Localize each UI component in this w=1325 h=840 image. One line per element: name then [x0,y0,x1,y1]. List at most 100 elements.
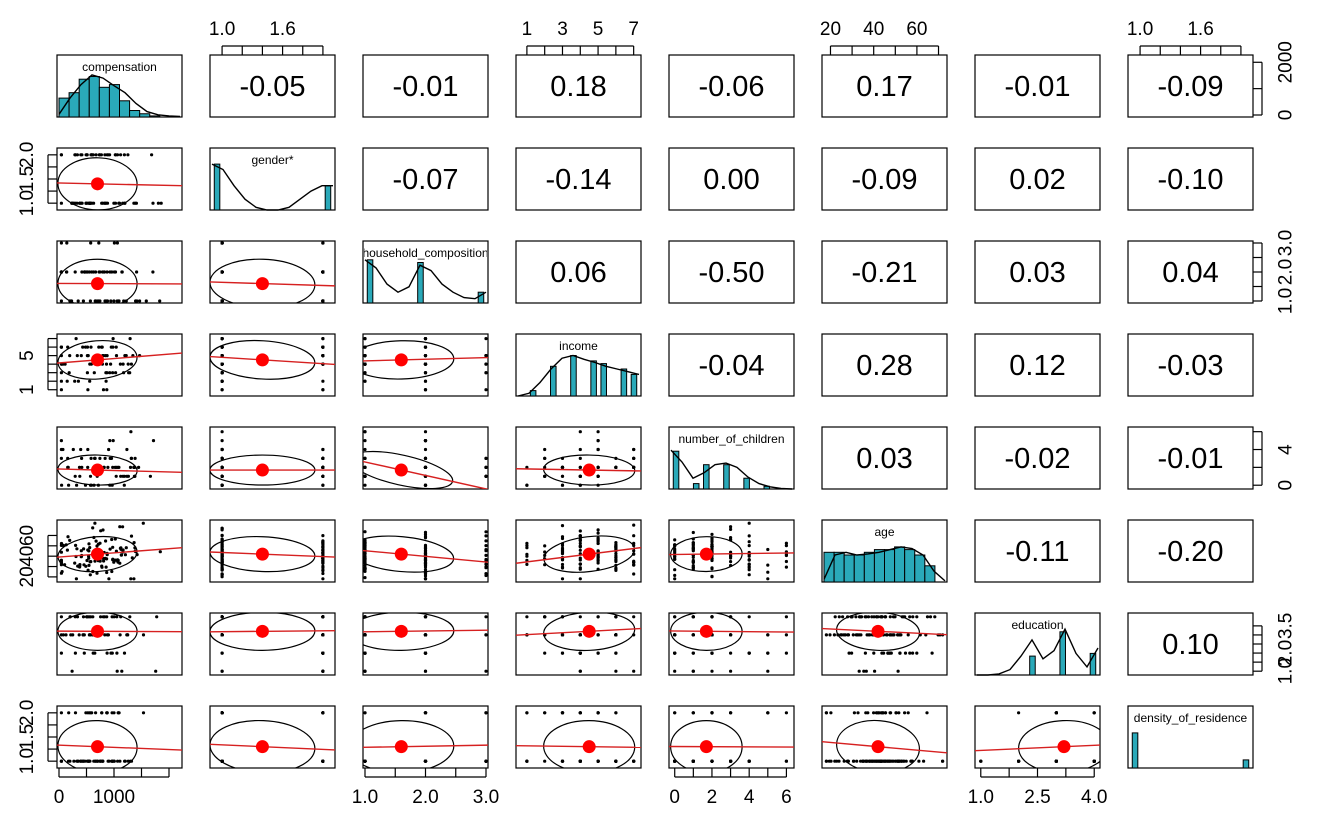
scatter-point [979,759,983,763]
scatter-point [543,759,547,763]
scatter-point [86,548,90,552]
scatter-point [105,557,109,561]
panel-income-income: income [515,333,642,397]
scatter-point [880,651,884,655]
scatter-point [850,651,854,655]
panel-household_composition-gender [209,240,336,304]
scatter-point [596,474,600,478]
scatter-point [902,759,906,763]
scatter-point [111,371,115,375]
scatter-point [596,759,600,763]
panel-frame [974,426,1101,490]
scatter-point [113,465,117,469]
scatter-point [86,388,90,392]
panel-compensation-income: 0.18 [515,54,642,118]
scatter-point [879,615,883,619]
scatter-point [118,633,122,637]
scatter-point [88,546,92,550]
tick-label: 3.0 [1276,230,1297,256]
scatter-point [321,669,325,673]
axis-top: 1 3 5 7 [522,19,639,55]
panel-frame [209,147,336,211]
scatter-point [321,447,325,452]
scatter-point [837,759,841,763]
scatter-point [151,201,155,205]
scatter-point [484,534,488,538]
scatter-point [896,669,900,673]
panel-frame [362,240,489,304]
scatter-point [896,633,900,637]
tick-label: 1.0 [209,19,235,40]
scatter-point [423,362,428,366]
scatter-point [69,633,73,637]
scatter-point [784,651,789,655]
scatter-point [104,379,108,383]
scatter-point [109,345,113,349]
scatter-point [860,615,864,619]
scatter-point [829,759,833,763]
scatter-point [632,615,636,619]
scatter-point [220,548,224,552]
histogram-bar [119,100,131,118]
scatter-point [60,483,64,487]
scatter-point [864,615,868,619]
scatter-point [906,633,910,637]
scatter-point [129,362,133,366]
scatter-point [729,554,733,558]
scatter-point [578,534,582,538]
scatter-point [879,711,883,715]
scatter-point [105,299,110,303]
mean-point [699,740,713,754]
scatter-point [423,759,428,763]
scatter-point [59,633,64,637]
scatter-point [59,201,64,205]
scatter-point [614,615,618,619]
scatter-point [59,153,64,157]
scatter-point [112,759,116,763]
panel-education-number_of_children [668,612,795,676]
density-curve [977,627,1099,676]
scatter-point [220,711,224,715]
tick-label: 1.0 [1276,658,1297,684]
variable-label: age [874,525,894,539]
scatter-point [220,474,224,478]
scatter-point [747,568,751,572]
scatter-point [112,299,116,303]
loess-line [210,629,335,633]
scatter-point [321,379,325,383]
scatter-point [121,474,125,478]
scatter-point [363,456,367,460]
scatter-point [423,711,428,715]
scatter-point [484,553,488,558]
scatter-point [614,554,618,558]
histogram-bar [863,551,875,583]
scatter-point [894,711,898,715]
correlation-value: -0.09 [851,164,917,196]
scatter-point [122,153,126,157]
histogram-bar [366,259,374,304]
panel-density_of_residence-density_of_residence: density_of_residence [1127,705,1254,769]
scatter-point [560,633,565,637]
scatter-point [111,557,115,561]
scatter-point [525,554,529,558]
scatter-point [321,299,325,303]
scatter-point [101,759,105,763]
scatter-point [423,447,428,452]
scatter-point [673,557,677,561]
scatter-point [321,337,325,341]
scatter-point [899,633,903,637]
scatter-point [614,759,618,763]
panel-frame [515,705,642,769]
scatter-point [117,201,121,205]
scatter-point [99,153,103,157]
histogram-bar [213,163,221,211]
scatter-point [363,633,367,637]
scatter-point [423,388,428,392]
histogram-bar [723,464,730,490]
mean-point [699,547,713,561]
scatter-point [94,153,98,157]
scatter-point [898,759,902,763]
scatter-point [614,633,618,637]
panel-frame [668,426,795,490]
loess-line [363,549,488,563]
